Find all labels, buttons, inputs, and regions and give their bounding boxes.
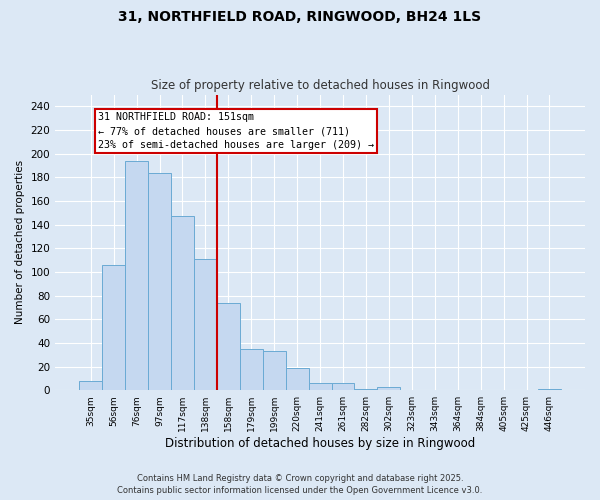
Text: 31 NORTHFIELD ROAD: 151sqm
← 77% of detached houses are smaller (711)
23% of sem: 31 NORTHFIELD ROAD: 151sqm ← 77% of deta… — [98, 112, 374, 150]
Bar — [125, 161, 148, 390]
Bar — [79, 380, 102, 390]
Text: 31, NORTHFIELD ROAD, RINGWOOD, BH24 1LS: 31, NORTHFIELD ROAD, RINGWOOD, BH24 1LS — [118, 10, 482, 24]
Y-axis label: Number of detached properties: Number of detached properties — [15, 160, 25, 324]
Bar — [102, 265, 125, 390]
Bar — [308, 383, 332, 390]
Bar — [217, 302, 240, 390]
Bar — [240, 349, 263, 390]
Bar — [148, 172, 171, 390]
Bar — [263, 351, 286, 390]
Title: Size of property relative to detached houses in Ringwood: Size of property relative to detached ho… — [151, 79, 490, 92]
Bar — [286, 368, 308, 390]
X-axis label: Distribution of detached houses by size in Ringwood: Distribution of detached houses by size … — [165, 437, 475, 450]
Bar — [355, 389, 377, 390]
Bar — [332, 383, 355, 390]
Text: Contains HM Land Registry data © Crown copyright and database right 2025.
Contai: Contains HM Land Registry data © Crown c… — [118, 474, 482, 495]
Bar — [377, 386, 400, 390]
Bar — [538, 389, 561, 390]
Bar — [171, 216, 194, 390]
Bar — [194, 259, 217, 390]
